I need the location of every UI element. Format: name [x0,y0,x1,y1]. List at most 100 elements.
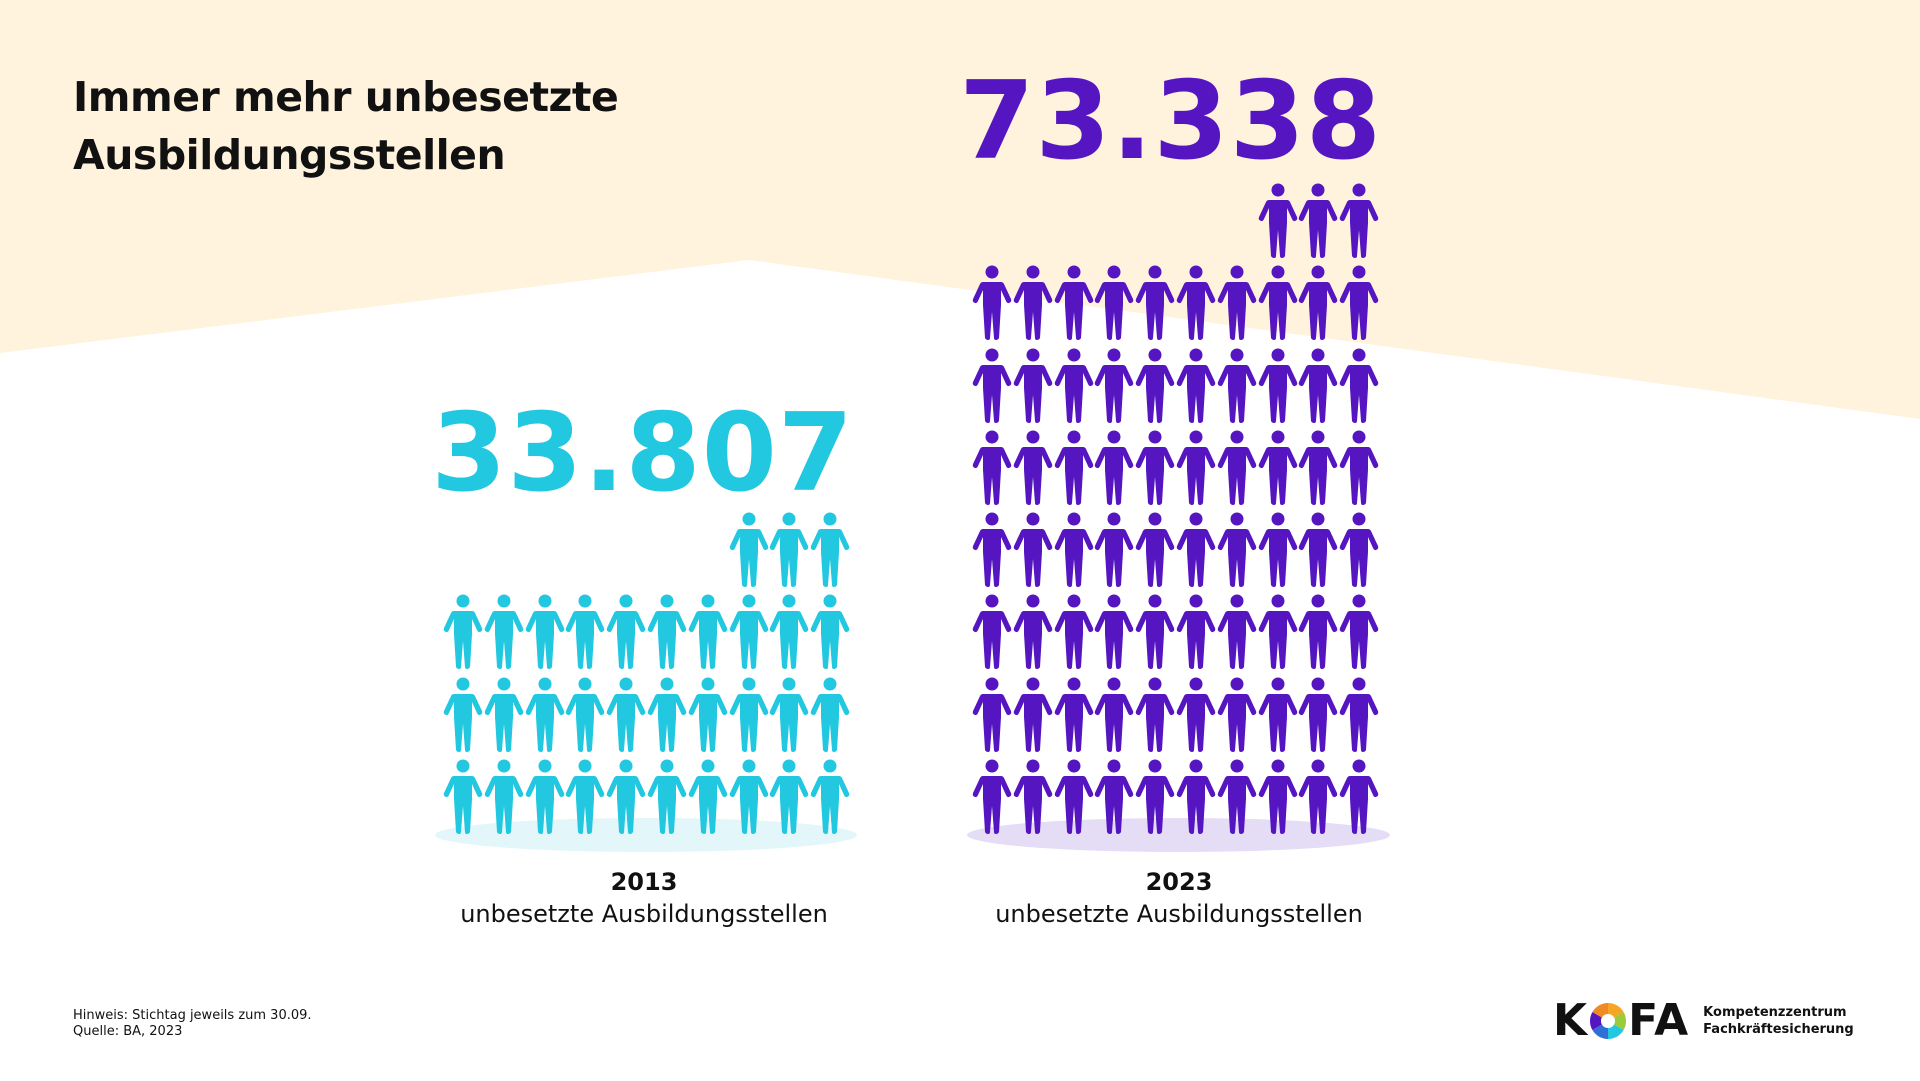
person-icon [1054,677,1094,752]
person-icon [810,594,850,670]
person-icon [972,348,1012,423]
person-icon [1258,183,1298,258]
person-icon [972,512,1012,588]
person-icon [1135,759,1175,834]
person-icon [1094,512,1134,588]
person-icon [769,512,809,588]
kofa-logo: K FA Kompetenzzentrum Fachkräftesicherun… [1553,996,1854,1046]
person-icon [1258,594,1298,670]
person-icon [769,594,809,670]
person-icon [972,759,1012,834]
person-icon [1013,348,1053,423]
person-icon [1135,430,1175,505]
person-icon [1054,594,1094,670]
person-icon [769,759,809,834]
person-icon [1217,594,1257,670]
person-icon [1013,430,1053,505]
person-icon [1135,265,1175,341]
person-icon [769,677,809,752]
person-icon [1339,430,1379,505]
person-icon [1217,512,1257,588]
person-icon [810,512,850,588]
page-title: Immer mehr unbesetzte Ausbildungsstellen [73,68,619,184]
person-icon [565,594,605,670]
logo-wordmark: K FA [1553,995,1690,1046]
person-icon [606,677,646,752]
desc-2023: unbesetzte Ausbildungsstellen [995,900,1363,928]
person-icon [1298,677,1338,752]
person-icon [1013,677,1053,752]
desc-2013: unbesetzte Ausbildungsstellen [460,900,828,928]
person-icon [1339,348,1379,423]
person-icon [525,759,565,834]
person-icon [688,594,728,670]
person-icon [1054,759,1094,834]
person-icon [972,430,1012,505]
person-icon [1339,677,1379,752]
person-icon [729,759,769,834]
person-icon [1339,512,1379,588]
person-icon [1135,677,1175,752]
person-icon [1135,594,1175,670]
person-icon [1094,677,1134,752]
person-icon [688,677,728,752]
person-icon [1258,348,1298,423]
person-icon [972,677,1012,752]
person-icon [688,759,728,834]
person-icon [1135,348,1175,423]
person-icon [443,759,483,834]
person-icon [1013,512,1053,588]
person-icon [443,677,483,752]
person-icon [1298,759,1338,834]
person-icon [1054,348,1094,423]
person-icon [484,594,524,670]
person-icon [1339,265,1379,341]
person-icon [1094,265,1134,341]
person-icon [1176,348,1216,423]
person-icon [1094,759,1134,834]
label-2013: 2013 unbesetzte Ausbildungsstellen [394,866,894,930]
person-icon [810,677,850,752]
person-icon [1013,265,1053,341]
footnote-source: Quelle: BA, 2023 [73,1024,183,1039]
year-2013: 2013 [610,868,678,896]
person-icon [729,594,769,670]
person-icon [1298,183,1338,258]
person-icon [972,265,1012,341]
person-icon [1217,430,1257,505]
person-icon [525,594,565,670]
person-icon [1176,677,1216,752]
person-icon [972,594,1012,670]
person-icon [1054,265,1094,341]
logo-subtitle: Kompetenzzentrum Fachkräftesicherung [1703,1005,1854,1037]
person-icon [1298,265,1338,341]
person-icon [1054,430,1094,505]
person-icon [1094,430,1134,505]
person-icon [647,759,687,834]
person-icon [1298,430,1338,505]
person-icon [1217,677,1257,752]
person-icon [1298,594,1338,670]
person-icon [1258,759,1298,834]
aperture-icon [1590,1003,1627,1039]
person-icon [1176,265,1216,341]
value-2013: 33.807 [431,391,854,516]
person-icon [1217,265,1257,341]
year-2023: 2023 [1145,868,1213,896]
person-icon [1258,512,1298,588]
person-icon [606,594,646,670]
person-icon [729,512,769,588]
person-icon [1176,759,1216,834]
person-icon [1339,183,1379,258]
person-icon [1094,594,1134,670]
person-icon [1013,594,1053,670]
person-icon [1298,512,1338,588]
person-icon [606,759,646,834]
footnote-hinweis: Hinweis: Stichtag jeweils zum 30.09. [73,1008,312,1023]
person-icon [484,677,524,752]
person-icon [810,759,850,834]
person-icon [647,594,687,670]
person-icon [1339,759,1379,834]
person-icon [1094,348,1134,423]
